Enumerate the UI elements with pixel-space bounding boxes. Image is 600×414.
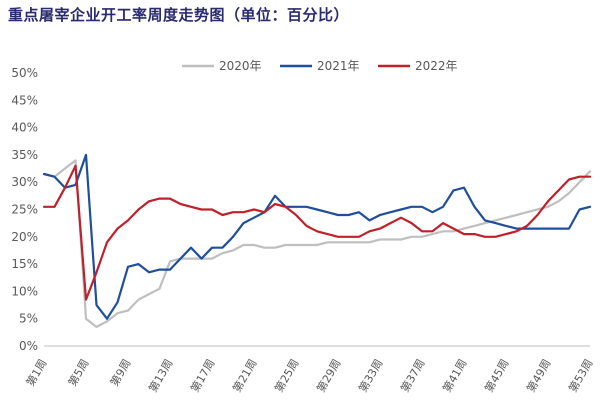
x-tick-label: 第25周	[271, 357, 301, 395]
y-tick-label: 20%	[11, 230, 38, 244]
y-tick-label: 45%	[11, 93, 38, 107]
x-tick-label: 第41周	[439, 357, 469, 395]
y-tick-label: 35%	[11, 148, 38, 162]
x-tick-label: 第37周	[397, 357, 427, 395]
chart-title: 重点屠宰企业开工率周度走势图（单位：百分比）	[8, 6, 350, 24]
x-tick-label: 第53周	[565, 357, 595, 395]
x-tick-label: 第49周	[523, 357, 553, 395]
series-lines	[42, 153, 592, 328]
series-line-2	[42, 164, 592, 301]
x-tick-label: 第9周	[107, 357, 134, 389]
y-axis-ticks: 0% 5% 10% 15% 20% 25% 30% 35% 40% 45% 50%	[11, 66, 38, 353]
y-tick-label: 25%	[11, 203, 38, 217]
x-tick-label: 第29周	[313, 357, 343, 395]
x-tick-label: 第33周	[355, 357, 385, 395]
y-tick-label: 5%	[19, 312, 38, 326]
x-tick-label: 第21周	[229, 357, 259, 395]
x-axis-ticks: 第1周 第5周 第9周 第13周 第17周 第21周 第25周 第29周 第33周 第37周 第41…	[23, 357, 596, 395]
y-tick-label: 0%	[19, 339, 38, 353]
y-tick-label: 30%	[11, 175, 38, 189]
y-tick-label: 40%	[11, 121, 38, 135]
series-line-0	[42, 159, 592, 328]
legend: 2020年 2021年 2022年	[182, 59, 458, 73]
y-tick-label: 15%	[11, 257, 38, 271]
y-tick-label: 50%	[11, 66, 38, 80]
x-tick-label: 第45周	[481, 357, 511, 395]
x-tick-label: 第13周	[145, 357, 175, 395]
legend-label: 2021年	[317, 59, 360, 73]
x-tick-label: 第17周	[187, 357, 217, 395]
legend-label: 2020年	[219, 59, 262, 73]
series-line-1	[42, 153, 592, 320]
x-tick-label: 第1周	[23, 357, 50, 389]
x-tick-label: 第5周	[65, 357, 92, 389]
legend-label: 2022年	[415, 59, 458, 73]
y-tick-label: 10%	[11, 284, 38, 298]
